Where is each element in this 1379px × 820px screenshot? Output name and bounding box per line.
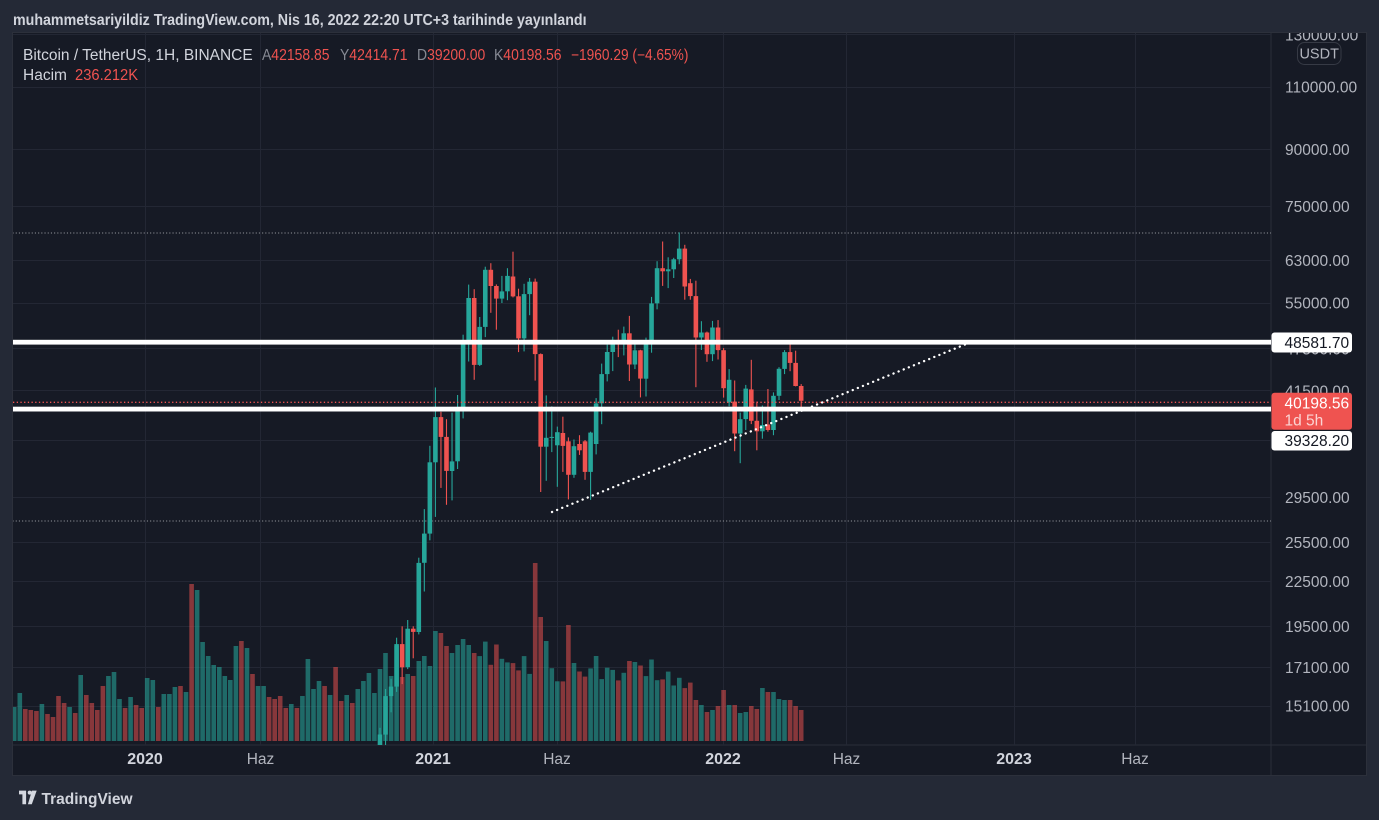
svg-text:63000.00: 63000.00 (1285, 253, 1350, 270)
svg-text:25500.00: 25500.00 (1285, 535, 1350, 552)
svg-text:19500.00: 19500.00 (1285, 619, 1350, 636)
svg-text:2022: 2022 (705, 751, 741, 768)
svg-text:1d 5h: 1d 5h (1285, 413, 1324, 430)
svg-text:2021: 2021 (415, 751, 451, 768)
svg-text:17100.00: 17100.00 (1285, 660, 1350, 677)
svg-text:Haz: Haz (833, 751, 861, 768)
svg-text:29500.00: 29500.00 (1285, 490, 1350, 507)
svg-text:2023: 2023 (996, 751, 1032, 768)
svg-text:15100.00: 15100.00 (1285, 699, 1350, 716)
svg-text:90000.00: 90000.00 (1285, 142, 1350, 159)
svg-text:39328.20: 39328.20 (1285, 433, 1350, 450)
svg-text:55000.00: 55000.00 (1285, 296, 1350, 313)
svg-text:130000.00: 130000.00 (1285, 27, 1359, 44)
svg-text:Haz: Haz (543, 751, 571, 768)
svg-text:Haz: Haz (1121, 751, 1149, 768)
svg-text:TradingView: TradingView (42, 791, 134, 808)
svg-text:Haz: Haz (247, 751, 275, 768)
svg-text:40198.56: 40198.56 (1285, 395, 1350, 412)
svg-text:22500.00: 22500.00 (1285, 574, 1350, 591)
svg-text:75000.00: 75000.00 (1285, 199, 1350, 216)
svg-text:2020: 2020 (127, 751, 163, 768)
svg-text:48581.70: 48581.70 (1285, 335, 1350, 352)
svg-text:110000.00: 110000.00 (1285, 80, 1357, 97)
svg-text:USDT: USDT (1299, 47, 1339, 63)
